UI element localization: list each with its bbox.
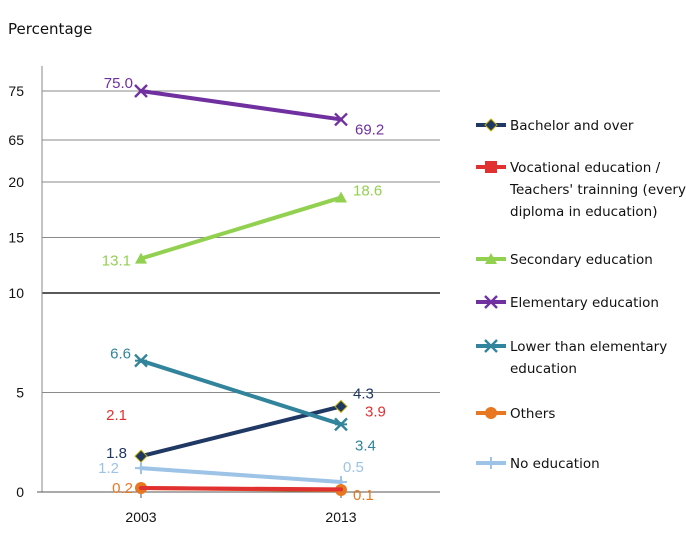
data-point-marker: [134, 84, 148, 98]
y-tick-label: 5: [16, 385, 24, 401]
gridlines: [42, 90, 440, 493]
legend-item: Bachelor and over: [476, 118, 634, 134]
legend-item: Vocational education / Teachers' trainnin…: [476, 160, 686, 220]
series-secondary-education: [135, 191, 347, 264]
data-point-marker: [335, 191, 347, 203]
series-line: [139, 358, 343, 427]
data-labels: 1.8 4.3 2.1 3.9 13.1 18.6 75.0 69.2 6.6 3.4 0.2 0.1…: [98, 75, 386, 504]
data-label: 1.2: [98, 460, 119, 477]
legend-label: Teachers' trainning (every: [509, 182, 686, 198]
legend-marker: [484, 118, 498, 132]
legend-marker: [485, 457, 497, 469]
data-point-marker: [334, 417, 348, 432]
data-label: 6.6: [110, 346, 131, 363]
y-axis-label: Percentage: [8, 20, 92, 38]
data-point-marker: [334, 399, 348, 414]
series-elementary-education: [134, 84, 348, 127]
data-point-marker: [135, 252, 147, 264]
data-label: 13.1: [102, 253, 131, 270]
series-line: [139, 466, 343, 485]
y-tick-label: 0: [16, 484, 24, 500]
legend-marker: [484, 295, 498, 309]
series-vocational-education-teachers-: [139, 486, 343, 492]
data-label: 1.8: [106, 445, 127, 462]
legend-item: No education: [476, 456, 600, 472]
y-tick-label: 65: [8, 132, 24, 148]
series-line: [139, 486, 343, 492]
y-tick-label: 75: [8, 83, 24, 99]
legend-label: No education: [510, 456, 600, 472]
legend-label: Others: [510, 406, 555, 422]
series-line: [139, 195, 343, 261]
series-no-education: [135, 462, 347, 489]
data-label: 4.3: [353, 385, 374, 402]
data-label: 18.6: [353, 183, 382, 200]
y-tick-label: 20: [8, 174, 24, 190]
data-point-marker: [334, 112, 348, 127]
legend-item: Secondary education: [476, 252, 653, 268]
y-tick-label: 10: [8, 285, 24, 301]
legend-marker: [485, 253, 497, 264]
legend-item: Elementary education: [476, 295, 659, 311]
legend-marker: [485, 407, 497, 419]
series-lines: [134, 84, 348, 497]
data-label: 3.4: [355, 437, 376, 454]
legend-label: education: [510, 361, 577, 377]
y-tick-label: 15: [8, 230, 24, 246]
legend: Bachelor and over Vocational education / T…: [476, 118, 686, 472]
series-lower-than-elementary-educatio: [134, 353, 348, 432]
data-label: 69.2: [355, 121, 384, 138]
series-bachelor-and-over: [134, 399, 348, 463]
legend-label: Elementary education: [510, 295, 659, 311]
x-tick-label: 2013: [325, 509, 356, 525]
legend-label: diploma in education): [510, 204, 657, 220]
x-tick-label: 2003: [125, 509, 156, 525]
legend-label: Secondary education: [510, 252, 653, 268]
data-label: 0.2: [112, 480, 133, 497]
data-point-marker: [134, 449, 148, 463]
axes: 0 5 10 15 20 65 75 2003 2013: [8, 66, 440, 525]
legend-marker: [484, 339, 498, 353]
legend-item: Lower than elementary education: [476, 339, 667, 377]
legend-label: Bachelor and over: [510, 118, 634, 134]
data-label: 75.0: [104, 75, 133, 92]
legend-marker: [485, 161, 497, 173]
data-label: 2.1: [106, 407, 127, 424]
data-point-marker: [135, 462, 147, 475]
legend-label: Lower than elementary: [510, 339, 667, 355]
data-point-marker: [134, 353, 148, 368]
data-label: 0.1: [353, 487, 374, 504]
legend-item: Others: [476, 406, 555, 422]
data-label: 3.9: [365, 403, 386, 420]
legend-label: Vocational education /: [510, 160, 661, 176]
series-line: [139, 89, 343, 122]
data-label: 0.5: [343, 459, 364, 476]
